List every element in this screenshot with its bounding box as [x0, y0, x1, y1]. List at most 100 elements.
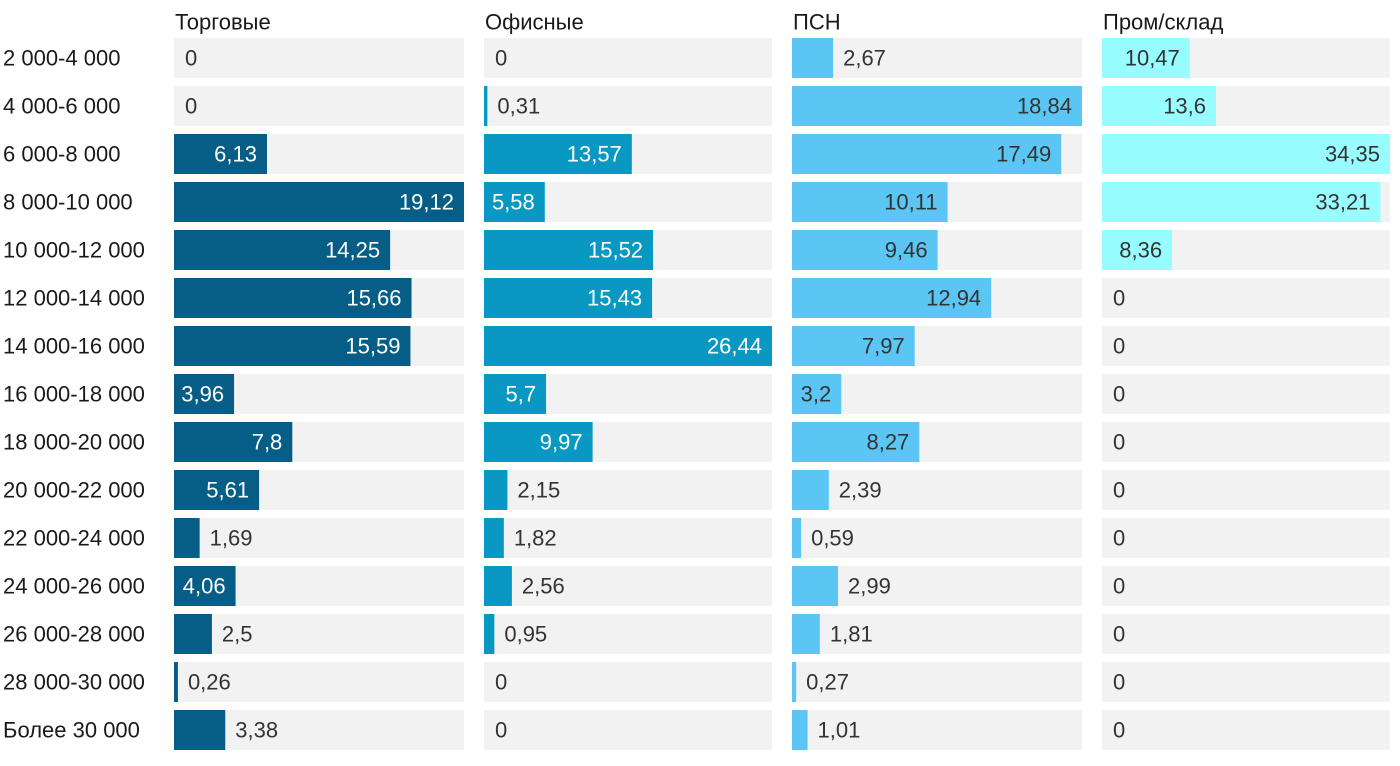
- data-label: 15,52: [588, 238, 643, 263]
- category-label: 20 000-22 000: [3, 478, 145, 503]
- category-label: 14 000-16 000: [3, 334, 145, 359]
- bar: [174, 662, 178, 702]
- category-label: 22 000-24 000: [3, 526, 145, 551]
- data-label: 12,94: [926, 286, 981, 311]
- bar-track: [1102, 566, 1390, 606]
- data-label: 2,5: [222, 622, 253, 647]
- bar: [484, 518, 504, 558]
- bar: [484, 182, 545, 222]
- bar: [792, 134, 1062, 174]
- bar-track: [174, 662, 464, 702]
- bar: [484, 134, 632, 174]
- data-label: 5,7: [505, 382, 536, 407]
- bar-track: [792, 470, 1082, 510]
- data-label: 0: [185, 94, 197, 119]
- bar-track: [792, 614, 1082, 654]
- category-label: 24 000-26 000: [3, 574, 145, 599]
- bar: [484, 470, 508, 510]
- data-label: 6,13: [214, 142, 257, 167]
- category-label: 10 000-12 000: [3, 238, 145, 263]
- category-label: 26 000-28 000: [3, 622, 145, 647]
- bar: [1102, 182, 1381, 222]
- bar-track: [792, 566, 1082, 606]
- bar-track: [1102, 662, 1390, 702]
- bar: [792, 374, 842, 414]
- bar-track: [792, 38, 1082, 78]
- bar: [792, 182, 948, 222]
- bar-track: [792, 710, 1082, 750]
- bar: [174, 134, 267, 174]
- panel-title: ПСН: [793, 10, 841, 35]
- bar: [792, 278, 992, 318]
- bar: [792, 230, 938, 270]
- category-label: 18 000-20 000: [3, 430, 145, 455]
- data-label: 0,59: [811, 526, 854, 551]
- data-label: 0,95: [504, 622, 547, 647]
- bar-track: [174, 518, 464, 558]
- bar: [792, 710, 808, 750]
- bar-track: [1102, 470, 1390, 510]
- bar: [174, 182, 464, 222]
- bar: [792, 566, 839, 606]
- data-label: 0: [1113, 430, 1125, 455]
- bar-track: [792, 518, 1082, 558]
- data-label: 34,35: [1325, 142, 1380, 167]
- data-label: 5,61: [206, 478, 249, 503]
- data-label: 0,31: [497, 94, 540, 119]
- bar: [174, 374, 235, 414]
- bar: [484, 422, 593, 462]
- data-label: 1,81: [830, 622, 873, 647]
- bar: [792, 518, 802, 558]
- bar-track: [484, 662, 772, 702]
- bar: [1102, 230, 1173, 270]
- bar-track: [484, 518, 772, 558]
- data-label: 0: [1113, 526, 1125, 551]
- bar: [174, 230, 391, 270]
- data-label: 18,84: [1017, 94, 1072, 119]
- data-label: 0: [1113, 286, 1125, 311]
- bar: [484, 374, 547, 414]
- data-label: 10,11: [884, 190, 937, 215]
- data-label: 8,27: [866, 430, 909, 455]
- data-label: 13,6: [1163, 94, 1206, 119]
- bar: [484, 230, 654, 270]
- bar-track: [174, 86, 464, 126]
- bar: [1102, 134, 1390, 174]
- data-label: 2,67: [843, 46, 886, 71]
- bar: [1102, 38, 1190, 78]
- data-label: 1,82: [514, 526, 557, 551]
- bar-track: [174, 38, 464, 78]
- bar-track: [1102, 710, 1390, 750]
- bar-track: [792, 662, 1082, 702]
- data-label: 15,66: [346, 286, 401, 311]
- data-label: 15,43: [587, 286, 642, 311]
- data-label: 0: [495, 46, 507, 71]
- bar: [484, 614, 495, 654]
- bar-track: [484, 566, 772, 606]
- data-label: 2,56: [522, 574, 565, 599]
- bar: [484, 278, 653, 318]
- bar: [174, 614, 212, 654]
- bar-track: [484, 614, 772, 654]
- category-label: Более 30 000: [3, 718, 140, 743]
- bar-track: [484, 38, 772, 78]
- data-label: 2,39: [839, 478, 882, 503]
- data-label: 1,01: [818, 718, 861, 743]
- category-label: 6 000-8 000: [3, 142, 120, 167]
- data-label: 26,44: [707, 334, 762, 359]
- bar: [174, 278, 412, 318]
- data-label: 5,58: [492, 190, 535, 215]
- data-label: 15,59: [345, 334, 400, 359]
- data-label: 7,97: [862, 334, 905, 359]
- category-label: 8 000-10 000: [3, 190, 133, 215]
- data-label: 4,06: [183, 574, 226, 599]
- data-label: 2,99: [848, 574, 891, 599]
- data-label: 0: [185, 46, 197, 71]
- data-label: 0,27: [806, 670, 849, 695]
- bar: [484, 566, 512, 606]
- data-label: 0: [1113, 670, 1125, 695]
- data-label: 7,8: [252, 430, 283, 455]
- category-label: 4 000-6 000: [3, 94, 120, 119]
- bar-track: [484, 86, 772, 126]
